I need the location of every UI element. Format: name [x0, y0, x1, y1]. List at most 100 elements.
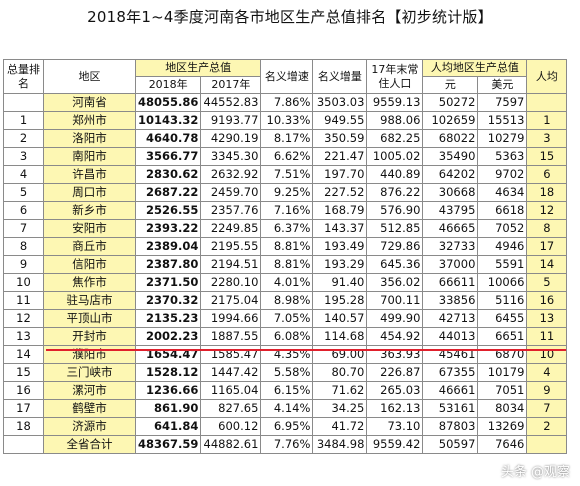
cell-per-capita-usd: 10279	[477, 129, 528, 148]
cell-nominal-growth: 10.33%	[260, 111, 314, 130]
cell-nominal-increase: 80.70	[312, 363, 368, 382]
cell-region: 洛阳市	[43, 129, 136, 148]
cell-nominal-increase: 140.57	[312, 309, 368, 328]
cell-gdp-2017: 1887.55	[200, 327, 262, 346]
cell-per-capita-rank: 1	[526, 111, 568, 130]
cell-nominal-growth: 8.17%	[260, 129, 314, 148]
header-rank: 总量排名	[3, 59, 44, 94]
cell-per-capita-yuan: 87803	[422, 417, 479, 436]
cell-rank: 9	[3, 255, 44, 274]
cell-gdp-2018: 2393.22	[134, 219, 202, 238]
cell-gdp-2018: 4640.78	[134, 129, 202, 148]
cell-gdp-2017: 1994.66	[200, 309, 262, 328]
table-row: 10 焦作市 2371.50 2280.10 4.01% 91.40 356.02 66611…	[3, 273, 568, 292]
table-row: 13 开封市 2002.23 1887.55 6.08% 114.68 454.92 4401…	[3, 327, 568, 346]
cell-per-capita-usd: 4634	[477, 183, 528, 202]
header-gdp-2018: 2018年	[134, 76, 202, 94]
cell-per-capita-usd: 6651	[477, 327, 528, 346]
cell-gdp-2018: 2687.22	[134, 183, 202, 202]
cell-gdp-2018: 2370.32	[134, 291, 202, 310]
cell-per-capita-usd: 10179	[477, 363, 528, 382]
cell-rank: 3	[3, 147, 44, 166]
cell-rank: 7	[3, 219, 44, 238]
cell-per-capita-yuan: 102659	[422, 111, 479, 130]
table-row: 2 洛阳市 4640.78 4290.19 8.17% 350.59 682.25 68022…	[3, 129, 568, 148]
cell-region: 三门峡市	[43, 363, 136, 382]
cell-per-capita-yuan: 32733	[422, 237, 479, 256]
cell-nominal-increase: 41.72	[312, 417, 368, 436]
header-nominal-increase: 名义增量	[312, 59, 368, 94]
cell-gdp-2017: 600.12	[200, 417, 262, 436]
highlight-red-line	[46, 349, 566, 351]
cell-rank: 11	[3, 291, 44, 310]
table-row: 11 驻马店市 2370.32 2175.04 8.98% 195.28 700.11 338…	[3, 291, 568, 310]
cell-gdp-2018: 2830.62	[134, 165, 202, 184]
cell-per-capita-yuan: 46661	[422, 381, 479, 400]
cell-region: 周口市	[43, 183, 136, 202]
cell-gdp-2018: 10143.32	[134, 111, 202, 130]
cell-resident-pop: 73.10	[366, 417, 424, 436]
cell-per-capita-usd: 5591	[477, 255, 528, 274]
header-nominal-growth: 名义增速	[260, 59, 314, 94]
gdp-ranking-table: 总量排名 地区 地区生产总值 名义增速 名义增量 17年末常住人口 人均地区生产…	[3, 59, 568, 454]
cell-region: 驻马店市	[43, 291, 136, 310]
cell-nominal-growth: 6.62%	[260, 147, 314, 166]
cell-nominal-growth: 7.51%	[260, 165, 314, 184]
cell-rank: 12	[3, 309, 44, 328]
header-per-capita-group: 人均地区生产总值	[422, 59, 528, 77]
cell-rank: 15	[3, 363, 44, 382]
cell-per-capita-rank: 17	[526, 237, 568, 256]
cell-rank: 4	[3, 165, 44, 184]
header-region: 地区	[43, 59, 136, 94]
cell-per-capita-rank: 16	[526, 291, 568, 310]
cell-nominal-growth: 9.25%	[260, 183, 314, 202]
cell-nominal-growth: 6.37%	[260, 219, 314, 238]
table-row: 18 济源市 641.84 600.12 6.95% 41.72 73.10 87803 132…	[3, 417, 568, 436]
cell-per-capita-yuan: 35490	[422, 147, 479, 166]
header-gdp-group: 地区生产总值	[134, 59, 262, 77]
cell-gdp-2017: 2195.55	[200, 237, 262, 256]
cell-nominal-increase: 168.79	[312, 201, 368, 220]
header-row-1: 总量排名 地区 地区生产总值 名义增速 名义增量 17年末常住人口 人均地区生产…	[3, 59, 568, 94]
cell-resident-pop: 226.87	[366, 363, 424, 382]
cell-per-capita-yuan: 53161	[422, 399, 479, 418]
header-row-2: 2018年 2017年 元 美元	[4, 76, 567, 94]
table-row: 16 漯河市 1236.66 1165.04 6.15% 71.62 265.03 46661…	[3, 381, 568, 400]
cell-per-capita-rank: 7	[526, 399, 568, 418]
table-row: 15 三门峡市 1528.12 1447.42 5.58% 80.70 226.87 6735…	[3, 363, 568, 382]
cell-gdp-2017: 827.65	[200, 399, 262, 418]
cell-resident-pop: 440.89	[366, 165, 424, 184]
cell-per-capita-yuan: 68022	[422, 129, 479, 148]
cell-resident-pop: 512.85	[366, 219, 424, 238]
cell-rank	[3, 93, 44, 112]
cell-rank: 1	[3, 111, 44, 130]
cell-per-capita-yuan: 50597	[422, 435, 479, 454]
cell-nominal-increase: 3484.98	[312, 435, 368, 454]
cell-per-capita-usd: 7051	[477, 381, 528, 400]
cell-per-capita-rank: 9	[526, 381, 568, 400]
cell-per-capita-usd: 4946	[477, 237, 528, 256]
cell-gdp-2017: 44552.83	[200, 93, 262, 112]
cell-region: 南阳市	[43, 147, 136, 166]
cell-per-capita-yuan: 66611	[422, 273, 479, 292]
cell-per-capita-rank: 6	[526, 165, 568, 184]
cell-gdp-2018: 48055.86	[134, 93, 202, 112]
cell-gdp-2017: 2194.51	[200, 255, 262, 274]
cell-region: 许昌市	[43, 165, 136, 184]
cell-resident-pop: 162.13	[366, 399, 424, 418]
cell-resident-pop: 1005.02	[366, 147, 424, 166]
table-row: 7 安阳市 2393.22 2249.85 6.37% 143.37 512.85 46665…	[3, 219, 568, 238]
cell-gdp-2017: 4290.19	[200, 129, 262, 148]
table-row: 4 许昌市 2830.62 2632.92 7.51% 197.70 440.89 64202…	[3, 165, 568, 184]
header-resident-pop: 17年末常住人口	[366, 59, 424, 94]
cell-gdp-2017: 44882.61	[200, 435, 262, 454]
cell-region: 郑州市	[43, 111, 136, 130]
cell-gdp-2018: 2387.80	[134, 255, 202, 274]
cell-resident-pop: 265.03	[366, 381, 424, 400]
table-row: 12 平顶山市 2135.23 1994.66 7.05% 140.57 499.90 427…	[3, 309, 568, 328]
cell-resident-pop: 682.25	[366, 129, 424, 148]
cell-gdp-2017: 2357.76	[200, 201, 262, 220]
cell-per-capita-yuan: 50272	[422, 93, 479, 112]
cell-rank: 17	[3, 399, 44, 418]
cell-rank: 8	[3, 237, 44, 256]
